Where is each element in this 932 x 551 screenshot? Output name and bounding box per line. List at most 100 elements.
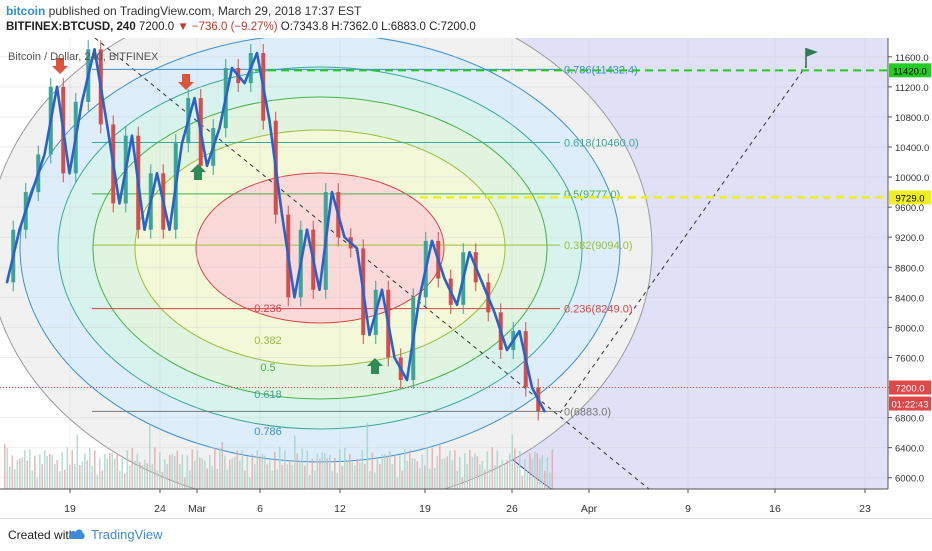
price-point-3: [43, 153, 46, 156]
volume-bar: [349, 453, 351, 489]
volume-bar: [379, 463, 381, 489]
volume-bar: [76, 434, 79, 489]
y-tick-label-0: 6000.0: [895, 474, 924, 485]
price-point-42: [530, 386, 534, 389]
price-chart[interactable]: 0.236(8249.0) 0.382(9094.0) 0.5(9777.0) 0.6…: [0, 38, 932, 518]
volume-bar: [56, 459, 59, 489]
volume-bar: [24, 450, 26, 489]
price-point-19: [243, 81, 246, 85]
volume-bar: [61, 451, 64, 489]
volume-bar: [314, 470, 316, 489]
symbol-info: BITFINEX:BTCUSD, 240 7200.0 ▼ −736.0 (−9…: [6, 21, 476, 33]
volume-bar: [219, 448, 221, 489]
volume-bar: [371, 452, 374, 489]
down-arrow-icon: [52, 58, 68, 74]
y-tick-label-5: 8000.0: [895, 323, 924, 334]
volume-bar: [491, 447, 494, 489]
volume-bar: [436, 455, 439, 489]
price-point-24: [305, 228, 309, 231]
volume-bar: [401, 470, 404, 489]
volume-bar: [304, 465, 306, 489]
volume-bar: [276, 469, 279, 489]
price-point-35: [443, 277, 446, 280]
volume-bar: [29, 449, 31, 489]
volume-bar: [164, 459, 166, 489]
volume-bar: [169, 454, 171, 489]
volume-bar: [546, 457, 549, 489]
price-point-28: [355, 247, 359, 250]
published-text: published on TradingView.com, March 29, …: [48, 4, 362, 18]
fib-circle-5: [195, 172, 445, 324]
volume-bar: [26, 460, 29, 489]
volume-bar: [496, 450, 499, 489]
volume-bar: [521, 475, 524, 489]
volume-bar: [41, 464, 44, 489]
volume-bar: [209, 455, 211, 489]
volume-bar: [486, 451, 489, 489]
volume-bar: [244, 470, 246, 489]
volume-bar: [231, 458, 234, 489]
tradingview-cloud-icon: [68, 529, 85, 539]
chart-area[interactable]: 0.236(8249.0) 0.382(9094.0) 0.5(9777.0) 0.6…: [0, 38, 932, 518]
price-point-37: [468, 251, 471, 254]
volume-bar: [334, 457, 336, 489]
tradingview-brand[interactable]: TradingView: [91, 527, 163, 542]
volume-bar: [471, 456, 474, 489]
volume-bar: [106, 458, 109, 489]
volume-bar: [94, 450, 96, 489]
volume-bar: [99, 458, 101, 489]
volume-bar: [4, 444, 6, 489]
price-point-15: [193, 96, 196, 100]
volume-bar: [464, 453, 466, 489]
fib-circle-label-0: 0.236: [254, 303, 282, 315]
volume-bar: [516, 465, 519, 489]
price-point-9: [118, 202, 121, 205]
price-point-25: [318, 288, 321, 292]
volume-bar: [116, 454, 119, 489]
fib-circle-label-3: 0.618: [254, 389, 282, 401]
volume-bar: [64, 469, 66, 489]
volume-bar: [341, 466, 344, 489]
price-point-39: [493, 311, 496, 314]
volume-bar: [214, 447, 216, 489]
price-point-40: [505, 348, 509, 352]
author-link[interactable]: bitcoin: [6, 4, 46, 18]
volume-bar: [189, 470, 191, 489]
target-price-badge: 11420.0: [893, 66, 927, 77]
y-tick-label-4: 7600.0: [895, 353, 924, 364]
volume-bar: [186, 455, 189, 489]
volume-bar: [479, 464, 481, 489]
volume-bar: [206, 468, 209, 489]
volume-bar: [286, 464, 289, 489]
volume-bar: [149, 425, 151, 489]
ohlc-values: O:7343.8 H:7362.0 L:6883.0 C:7200.0: [280, 21, 476, 33]
price-change: −736.0 (−9.27%): [191, 21, 278, 33]
volume-bar: [461, 477, 464, 489]
volume-bar: [451, 460, 454, 489]
price-point-6: [80, 100, 84, 104]
volume-bar: [139, 461, 141, 489]
y-tick-label-9: 9600.0: [895, 203, 924, 214]
volume-bar: [534, 452, 536, 489]
y-tick-label-12: 10800.0: [895, 113, 929, 124]
volume-bar: [39, 454, 41, 489]
volume-bar: [494, 465, 496, 489]
volume-bar: [351, 462, 354, 489]
fib-level-label-3: 0.618(10460.0): [564, 137, 639, 149]
volume-bar: [501, 460, 504, 489]
volume-bar: [364, 463, 366, 489]
volume-bar: [14, 469, 16, 489]
volume-bar: [34, 455, 36, 489]
volume-bar: [84, 453, 86, 489]
volume-bar: [19, 458, 21, 489]
y-tick-label-11: 10400.0: [895, 143, 929, 154]
volume-bar: [114, 458, 116, 489]
fib-level-label-1: 0.382(9094.0): [564, 240, 633, 252]
price-point-7: [93, 48, 96, 51]
volume-bar: [466, 464, 469, 489]
volume-bar: [346, 461, 349, 489]
volume-bar: [31, 470, 34, 489]
x-tick-label-9: 16: [769, 503, 781, 515]
volume-bar: [434, 467, 436, 489]
volume-bar: [181, 454, 184, 489]
